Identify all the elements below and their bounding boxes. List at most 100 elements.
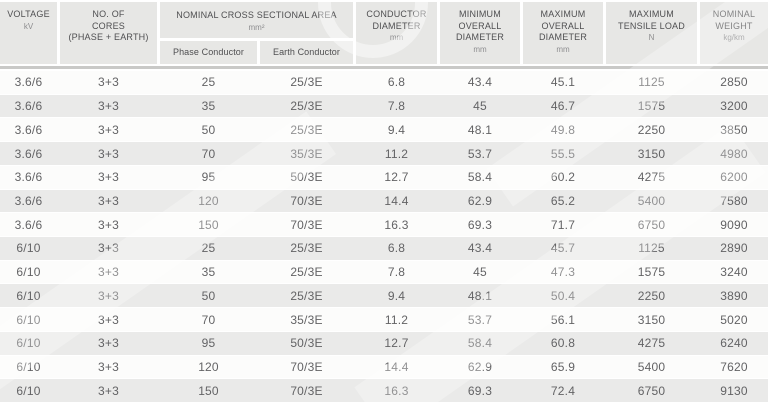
table-cell: 70/3E [290,217,323,232]
table-cell: 9.4 [387,288,406,303]
table-cell: 25 [201,75,216,90]
table-cell: 6200 [720,170,748,185]
table-cell: 48.1 [467,288,493,303]
table-cell: 4275 [637,170,666,185]
table-cell: 6/10 [16,336,41,351]
header-max-overall-line3: DIAMETER [538,32,588,43]
table-cell: 3+3 [98,383,119,398]
table-row: 3.6/6 3+3 25 25/3E 6.8 43.4 45.1 1125 2850 [0,71,768,94]
table-cell: 2890 [720,241,748,256]
header-earth-conductor-label: Earth Conductor [272,46,341,57]
table-cell: 3200 [720,99,748,114]
table-cell: 3+3 [98,288,119,303]
table-cell: 3+3 [98,193,119,208]
header-min-overall-line1: MINIMUM [459,9,501,19]
header-earth-conductor: Earth Conductor [260,41,353,64]
table-cell: 58.4 [467,336,493,351]
table-cell: 6750 [637,383,666,398]
table-row: 3.6/6 3+3 50 25/3E 9.4 48.1 49.8 2250 3850 [0,118,768,142]
header-max-overall-line2: OVERALL [541,20,585,31]
header-min-overall-diameter: MINIMUM OVERALL DIAMETER mm [440,2,520,64]
table-cell: 3+3 [98,359,119,374]
table-cell: 1575 [637,265,666,280]
table-cell: 6/10 [16,288,41,303]
table-cell: 47.3 [550,265,576,280]
table-cell: 35/3E [290,312,323,327]
table-cell: 12.7 [384,336,409,351]
table-cell: 7.8 [387,265,406,280]
table-cell: 14.4 [384,193,409,208]
table-row: 3.6/6 3+3 70 35/3E 11.2 53.7 55.5 3150 4980 [0,142,768,165]
table-cell: 62.9 [467,193,493,208]
table-cell: 2850 [720,75,748,90]
header-min-overall-line3: DIAMETER [455,32,505,43]
table-cell: 69.3 [467,383,493,398]
table-cell: 45.7 [550,241,576,256]
table-cell: 6240 [720,336,748,351]
header-voltage-unit: kV [23,21,34,31]
table-row: 6/10 3+3 70 35/3E 11.2 53.7 56.1 3150 5020 [0,308,768,331]
table-cell: 6/10 [16,312,41,327]
table-cell: 3+3 [98,265,119,280]
table-cell: 6/10 [16,265,41,280]
table-cell: 3+3 [98,312,119,327]
table-cell: 2250 [637,288,666,303]
table-cell: 72.4 [550,383,576,398]
table-cell: 9130 [720,383,748,398]
table-row: 3.6/6 3+3 35 25/3E 7.8 45 46.7 1575 3200 [0,94,768,118]
table-cell: 3150 [637,146,666,161]
table-cell: 35 [201,265,216,280]
table-cell: 3.6/6 [14,75,43,90]
table-cell: 65.9 [550,359,576,374]
table-cell: 16.3 [384,383,409,398]
table-cell: 6.8 [387,75,406,90]
table-cell: 25/3E [290,265,323,280]
header-nominal-weight-unit: kg/km [723,33,745,43]
header-tensile-load-line2: TENSILE LOAD [618,20,685,31]
table-cell: 3+3 [98,146,119,161]
table-cell: 7.8 [387,99,406,114]
table-cell: 58.4 [467,170,493,185]
table-cell: 11.2 [384,312,409,327]
table-cell: 45 [473,99,487,114]
header-min-overall-line2: OVERALL [458,20,502,31]
table-row: 6/10 3+3 150 70/3E 16.3 69.3 72.4 6750 9130 [0,379,768,402]
table-row: 3.6/6 3+3 120 70/3E 14.4 62.9 65.2 5400 7580 [0,189,768,213]
table-cell: 70/3E [290,193,323,208]
header-cores-line3: (PHASE + EARTH) [68,32,149,43]
table-cell: 50 [201,122,216,137]
table-cell: 3240 [720,265,748,280]
table-cell: 50.4 [550,288,576,303]
table-cell: 45.1 [550,75,576,90]
table-cell: 6.8 [387,241,406,256]
header-conductor-diameter-line2: DIAMETER [372,20,421,31]
table-cell: 70/3E [290,383,323,398]
header-conductor-diameter-unit: mm [389,33,404,43]
table-cell: 6/10 [16,383,41,398]
table-cell: 49.8 [550,122,576,137]
table-cell: 25/3E [290,288,323,303]
table-cell: 35 [201,99,216,114]
table-cell: 6/10 [16,359,41,374]
header-separator [0,66,768,69]
table-cell: 50/3E [290,170,323,185]
table-cell: 95 [201,170,216,185]
table-cell: 3850 [720,122,748,137]
table-cell: 3+3 [98,336,119,351]
table-row: 6/10 3+3 25 25/3E 6.8 43.4 45.7 1125 2890 [0,237,768,260]
table-cell: 120 [198,359,219,374]
table-cell: 5400 [637,193,666,208]
header-conductor-diameter-line1: CONDUCTOR [366,9,427,19]
table-cell: 43.4 [467,241,493,256]
header-conductor-diameter: CONDUCTOR DIAMETER mm [356,2,437,64]
table-cell: 25/3E [290,75,323,90]
table-cell: 60.8 [550,336,576,351]
table-cell: 150 [198,383,219,398]
table-cell: 35/3E [290,146,323,161]
table-cell: 6/10 [16,241,41,256]
table-cell: 3.6/6 [14,217,43,232]
table-cell: 4275 [637,336,666,351]
table-row: 3.6/6 3+3 95 50/3E 12.7 58.4 60.2 4275 6200 [0,165,768,189]
table-row: 6/10 3+3 95 50/3E 12.7 58.4 60.8 4275 6240 [0,331,768,355]
